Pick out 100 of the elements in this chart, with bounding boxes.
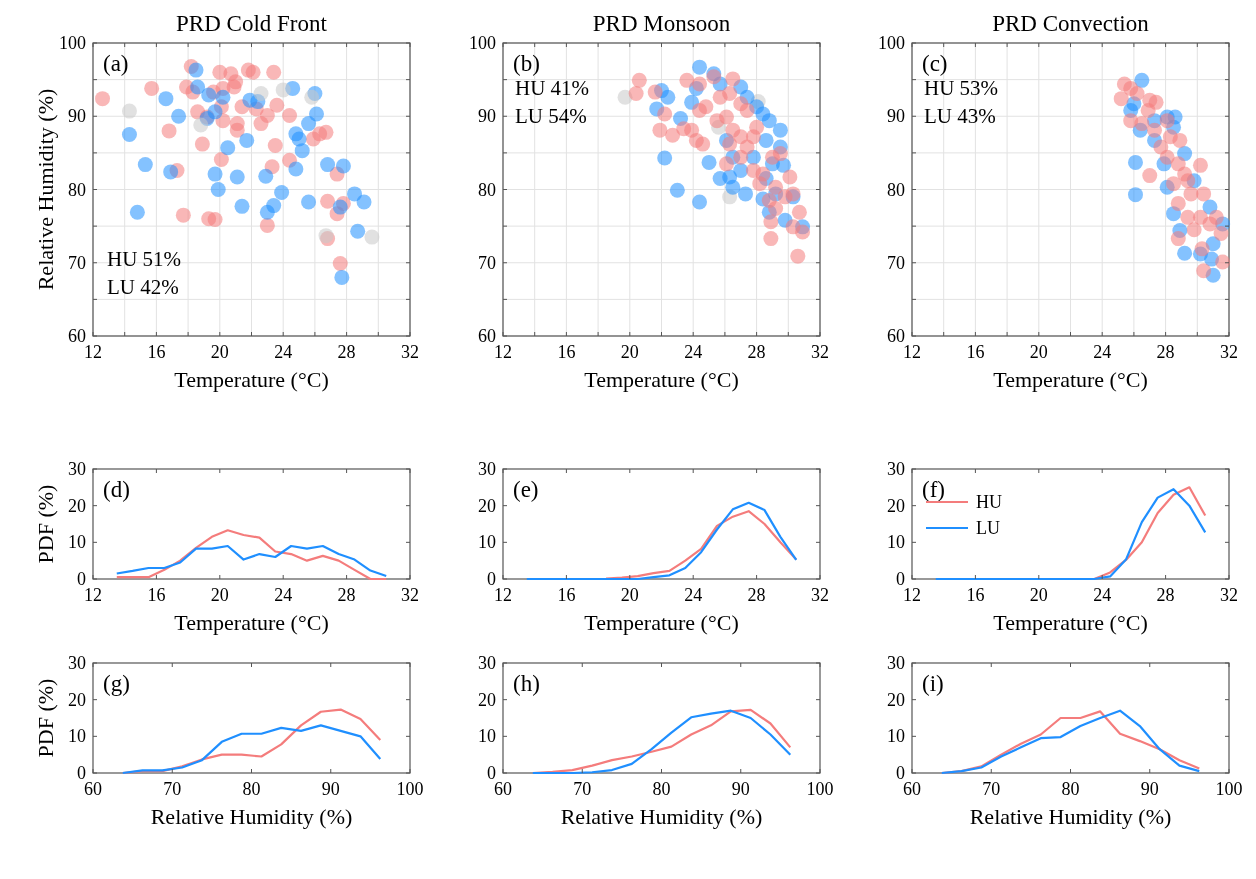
point bbox=[207, 166, 223, 182]
point bbox=[259, 217, 275, 233]
point bbox=[201, 87, 217, 103]
point bbox=[350, 223, 366, 239]
x-tick-label: 28 bbox=[1156, 585, 1175, 605]
y-tick-label: 20 bbox=[478, 495, 496, 516]
point bbox=[1127, 154, 1143, 170]
x-tick-label: 24 bbox=[1093, 585, 1112, 605]
x-tick-label: 24 bbox=[684, 342, 703, 362]
point bbox=[282, 108, 298, 124]
point bbox=[1172, 132, 1188, 148]
y-tick-label: 0 bbox=[487, 763, 496, 783]
annotation: (f) bbox=[922, 477, 945, 502]
point bbox=[121, 127, 137, 143]
point bbox=[129, 204, 145, 220]
point bbox=[334, 269, 350, 285]
point bbox=[294, 143, 310, 159]
x-tick-label: 80 bbox=[1061, 779, 1080, 799]
point bbox=[1180, 173, 1196, 189]
y-tick-label: 30 bbox=[887, 459, 905, 479]
x-tick-label: 20 bbox=[210, 342, 229, 362]
legend-label: HU bbox=[976, 492, 1002, 512]
point bbox=[266, 64, 282, 80]
point bbox=[1147, 122, 1163, 138]
point bbox=[752, 176, 768, 192]
y-tick-label: 90 bbox=[478, 106, 496, 127]
x-tick-label: 100 bbox=[1215, 779, 1243, 799]
x-tick-label: 16 bbox=[557, 342, 576, 362]
point bbox=[679, 72, 695, 88]
point bbox=[234, 198, 250, 214]
y-tick-label: 10 bbox=[887, 532, 905, 553]
point bbox=[631, 72, 647, 88]
annotation: HU 41% bbox=[515, 76, 590, 100]
y-tick-label: 60 bbox=[478, 326, 496, 346]
x-tick-label: 16 bbox=[147, 342, 166, 362]
x-tick-label: 28 bbox=[1156, 342, 1175, 362]
y-tick-label: 30 bbox=[478, 459, 496, 479]
x-tick-label: 32 bbox=[1220, 342, 1238, 362]
point bbox=[288, 161, 304, 177]
point bbox=[275, 82, 291, 98]
point bbox=[220, 140, 236, 156]
x-axis-title: Temperature (°C) bbox=[174, 610, 329, 635]
point bbox=[332, 199, 348, 215]
point bbox=[768, 179, 784, 195]
point bbox=[258, 168, 274, 184]
point bbox=[1194, 241, 1210, 257]
x-tick-label: 32 bbox=[401, 342, 419, 362]
point bbox=[1166, 176, 1182, 192]
x-axis-title: Temperature (°C) bbox=[584, 610, 739, 635]
point bbox=[657, 106, 673, 122]
x-tick-label: 24 bbox=[1093, 342, 1112, 362]
annotation: (h) bbox=[513, 671, 540, 696]
chart-title: PRD Cold Front bbox=[176, 11, 328, 36]
point bbox=[763, 214, 779, 230]
x-tick-label: 28 bbox=[747, 342, 766, 362]
point bbox=[364, 229, 380, 245]
point bbox=[188, 62, 204, 78]
point bbox=[701, 154, 717, 170]
line-series bbox=[1093, 486, 1207, 581]
point bbox=[144, 80, 160, 96]
x-tick-label: 28 bbox=[337, 342, 356, 362]
x-tick-label: 32 bbox=[401, 585, 419, 605]
x-tick-label: 20 bbox=[620, 342, 639, 362]
point bbox=[660, 89, 676, 105]
point bbox=[722, 136, 738, 152]
x-tick-label: 20 bbox=[210, 585, 229, 605]
y-tick-label: 10 bbox=[478, 726, 496, 747]
y-tick-label: 60 bbox=[68, 326, 86, 346]
point bbox=[193, 117, 209, 133]
point bbox=[749, 119, 765, 135]
x-tick-label: 28 bbox=[747, 585, 766, 605]
point bbox=[790, 248, 806, 264]
point bbox=[1186, 222, 1202, 238]
x-tick-label: 80 bbox=[242, 779, 261, 799]
point bbox=[772, 122, 788, 138]
annotation: (a) bbox=[103, 51, 129, 76]
y-tick-label: 20 bbox=[478, 689, 496, 710]
x-tick-label: 20 bbox=[1029, 342, 1048, 362]
point bbox=[301, 116, 317, 132]
x-tick-label: 12 bbox=[84, 342, 102, 362]
point bbox=[301, 194, 317, 210]
x-tick-label: 16 bbox=[147, 585, 166, 605]
y-tick-label: 20 bbox=[68, 689, 86, 710]
point bbox=[171, 108, 187, 124]
x-tick-label: 32 bbox=[811, 342, 829, 362]
point bbox=[320, 193, 336, 209]
legend-label: LU bbox=[976, 518, 1000, 538]
point bbox=[758, 132, 774, 148]
point bbox=[161, 123, 177, 139]
x-tick-label: 20 bbox=[620, 585, 639, 605]
point bbox=[210, 182, 226, 197]
point bbox=[1140, 102, 1156, 118]
point bbox=[320, 157, 336, 173]
x-tick-label: 24 bbox=[274, 342, 293, 362]
y-tick-label: 100 bbox=[878, 33, 905, 53]
point bbox=[121, 103, 137, 119]
x-tick-label: 20 bbox=[1029, 585, 1048, 605]
x-tick-label: 16 bbox=[557, 585, 576, 605]
annotation: (d) bbox=[103, 477, 130, 502]
x-tick-label: 16 bbox=[966, 342, 985, 362]
